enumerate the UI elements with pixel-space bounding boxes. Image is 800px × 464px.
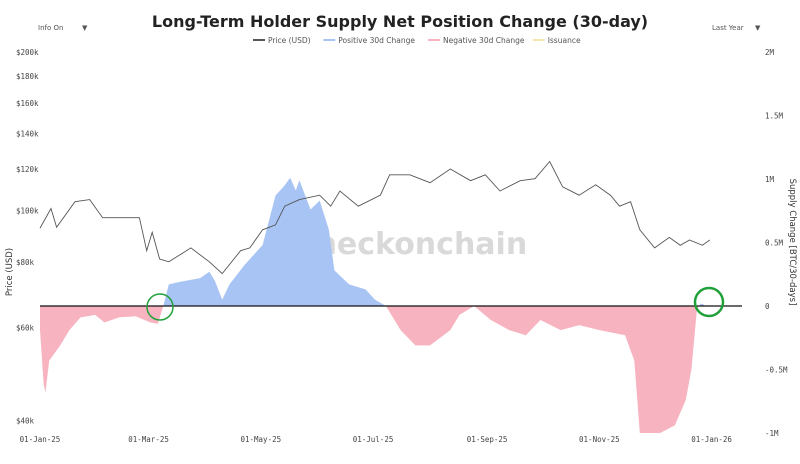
x-tick-label: 01-Jan-26 — [691, 435, 732, 444]
y-left-tick-label: $40k — [16, 417, 35, 426]
y-left-tick-label: $60k — [16, 324, 35, 333]
legend-item[interactable]: Issuance — [532, 36, 581, 45]
price-line-group — [39, 160, 711, 275]
chevron-down-icon: ▼ — [755, 24, 761, 32]
info-toggle-label: Info On — [38, 24, 63, 32]
legend-label: Negative 30d Change — [443, 36, 525, 45]
y-right-tick-label: 1M — [765, 175, 775, 184]
x-tick-label: 01-Jan-25 — [20, 435, 61, 444]
y-left-tick-label: $140k — [16, 130, 39, 139]
negative-change-area — [40, 306, 705, 433]
y-right-tick-label: -1M — [765, 429, 779, 438]
x-tick-label: 01-Jul-25 — [353, 435, 394, 444]
highlight-circle — [146, 293, 174, 321]
range-select-label: Last Year — [712, 24, 744, 32]
y-right-tick-label: 1.5M — [765, 112, 784, 121]
info-toggle[interactable]: Info On ▼ — [38, 24, 88, 32]
legend-label: Issuance — [548, 36, 581, 45]
y-right-tick-label: 0.5M — [765, 239, 784, 248]
x-tick-label: 01-Sep-25 — [467, 435, 508, 444]
y-left-tick-label: $200k — [16, 48, 39, 57]
y-right-tick-label: 0 — [765, 302, 770, 311]
y-axis-left: $200k $180k $160k $140k $120k $100k $80k $60k $4… — [16, 48, 39, 426]
y-left-tick-label: $120k — [16, 165, 39, 174]
y-left-tick-label: $100k — [16, 207, 39, 216]
legend-item[interactable]: Positive 30d Change — [323, 36, 415, 45]
y-axis-right-label: Supply Change [BTC/30-days] — [787, 179, 797, 306]
legend-label: Positive 30d Change — [338, 36, 415, 45]
highlight-circle — [693, 286, 725, 318]
y-right-tick-label: 2M — [765, 48, 775, 57]
legend: Price (USD) Positive 30d Change Negative 3… — [253, 36, 581, 45]
y-left-tick-label: $160k — [16, 99, 39, 108]
legend-label: Price (USD) — [268, 36, 311, 45]
y-axis-left-label: Price (USD) — [5, 248, 15, 296]
y-right-tick-label: -0.5M — [765, 366, 788, 375]
x-tick-label: 01-Nov-25 — [579, 435, 620, 444]
chevron-down-icon: ▼ — [82, 24, 88, 32]
y-axis-right: 2M 1.5M 1M 0.5M 0 -0.5M -1M — [765, 48, 788, 438]
positive-change-area — [40, 177, 705, 306]
x-tick-label: 01-May-25 — [240, 435, 281, 444]
x-tick-label: 01-Mar-25 — [128, 435, 169, 444]
range-select[interactable]: Last Year ▼ — [712, 24, 761, 32]
legend-item[interactable]: Negative 30d Change — [428, 36, 525, 45]
x-axis: 01-Jan-25 01-Mar-25 01-May-25 01-Jul-25 01-S… — [20, 435, 733, 444]
supply-change-areas — [40, 177, 705, 433]
y-left-tick-label: $180k — [16, 72, 39, 81]
chart-title: Long-Term Holder Supply Net Position Cha… — [152, 12, 648, 31]
y-left-tick-label: $80k — [16, 258, 35, 267]
legend-item[interactable]: Price (USD) — [253, 36, 311, 45]
